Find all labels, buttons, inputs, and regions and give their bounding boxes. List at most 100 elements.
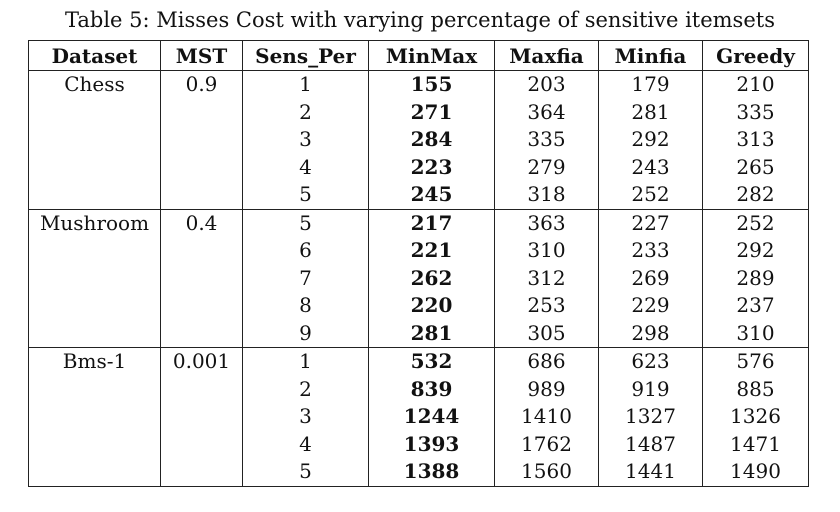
minfia-cell: 292 xyxy=(598,126,703,154)
table-row: 9 281 305 298 310 xyxy=(28,319,809,348)
sens-per-cell: 5 xyxy=(242,208,369,237)
minfia-cell: 229 xyxy=(598,292,703,320)
maxfia-cell: 310 xyxy=(494,237,599,265)
sens-per-cell: 5 xyxy=(242,181,369,209)
maxfia-cell: 1762 xyxy=(494,430,599,458)
misses-cost-table: Dataset MST Sens_Per MinMax Maxfia Minfi… xyxy=(28,40,809,487)
minfia-cell: 281 xyxy=(598,98,703,126)
minmax-cell: 221 xyxy=(368,237,495,265)
greedy-cell: 237 xyxy=(702,292,809,320)
minmax-cell: 839 xyxy=(368,375,495,403)
dataset-cell xyxy=(28,181,161,209)
minfia-cell: 233 xyxy=(598,237,703,265)
maxfia-cell: 279 xyxy=(494,153,599,181)
sens-per-cell: 8 xyxy=(242,292,369,320)
minfia-cell: 252 xyxy=(598,181,703,209)
dataset-cell xyxy=(28,375,161,403)
greedy-cell: 310 xyxy=(702,319,809,348)
minmax-cell: 532 xyxy=(368,347,495,376)
greedy-cell: 289 xyxy=(702,264,809,292)
sens-per-cell: 3 xyxy=(242,403,369,431)
minfia-cell: 623 xyxy=(598,347,703,376)
dataset-cell: Chess xyxy=(28,70,161,99)
minmax-cell: 223 xyxy=(368,153,495,181)
sens-per-cell: 9 xyxy=(242,319,369,348)
greedy-cell: 313 xyxy=(702,126,809,154)
greedy-cell: 292 xyxy=(702,237,809,265)
dataset-cell xyxy=(28,430,161,458)
mst-cell xyxy=(160,153,243,181)
minmax-cell: 1393 xyxy=(368,430,495,458)
table-row: Mushroom 0.4 5 217 363 227 252 xyxy=(28,208,809,237)
maxfia-cell: 312 xyxy=(494,264,599,292)
table-row: 6 221 310 233 292 xyxy=(28,237,809,265)
dataset-cell: Bms-1 xyxy=(28,347,161,376)
mst-cell: 0.001 xyxy=(160,347,243,376)
dataset-cell xyxy=(28,319,161,348)
table-row: 2 839 989 919 885 xyxy=(28,375,809,403)
maxfia-cell: 318 xyxy=(494,181,599,209)
table-row: 3 284 335 292 313 xyxy=(28,126,809,154)
minmax-cell: 155 xyxy=(368,70,495,99)
minfia-cell: 1487 xyxy=(598,430,703,458)
mst-cell xyxy=(160,264,243,292)
minfia-cell: 243 xyxy=(598,153,703,181)
mst-cell xyxy=(160,181,243,209)
sens-per-cell: 6 xyxy=(242,237,369,265)
maxfia-cell: 1410 xyxy=(494,403,599,431)
dataset-cell xyxy=(28,264,161,292)
minmax-cell: 262 xyxy=(368,264,495,292)
table-row: 3 1244 1410 1327 1326 xyxy=(28,403,809,431)
minfia-cell: 298 xyxy=(598,319,703,348)
table-row: Chess 0.9 1 155 203 179 210 xyxy=(28,70,809,99)
table-row: 5 245 318 252 282 xyxy=(28,181,809,209)
mst-cell xyxy=(160,98,243,126)
greedy-cell: 576 xyxy=(702,347,809,376)
dataset-cell xyxy=(28,237,161,265)
dataset-cell xyxy=(28,126,161,154)
greedy-cell: 1471 xyxy=(702,430,809,458)
sens-per-cell: 7 xyxy=(242,264,369,292)
mst-cell xyxy=(160,126,243,154)
sens-per-cell: 4 xyxy=(242,153,369,181)
minmax-cell: 271 xyxy=(368,98,495,126)
greedy-cell: 1326 xyxy=(702,403,809,431)
greedy-cell: 210 xyxy=(702,70,809,99)
maxfia-cell: 364 xyxy=(494,98,599,126)
table-row: 5 1388 1560 1441 1490 xyxy=(28,458,809,487)
greedy-cell: 252 xyxy=(702,208,809,237)
table-row: 4 223 279 243 265 xyxy=(28,153,809,181)
sens-per-cell: 5 xyxy=(242,458,369,487)
maxfia-cell: 1560 xyxy=(494,458,599,487)
header-minfia: Minfia xyxy=(598,40,703,71)
minfia-cell: 227 xyxy=(598,208,703,237)
maxfia-cell: 989 xyxy=(494,375,599,403)
minmax-cell: 1244 xyxy=(368,403,495,431)
header-minmax: MinMax xyxy=(368,40,495,71)
minfia-cell: 1327 xyxy=(598,403,703,431)
sens-per-cell: 3 xyxy=(242,126,369,154)
header-row: Dataset MST Sens_Per MinMax Maxfia Minfi… xyxy=(28,40,809,71)
mst-cell xyxy=(160,375,243,403)
header-sens-per: Sens_Per xyxy=(242,40,369,71)
mst-cell: 0.4 xyxy=(160,208,243,237)
minmax-cell: 281 xyxy=(368,319,495,348)
table-row: 2 271 364 281 335 xyxy=(28,98,809,126)
header-mst: MST xyxy=(160,40,243,71)
mst-cell xyxy=(160,430,243,458)
minfia-cell: 269 xyxy=(598,264,703,292)
sens-per-cell: 4 xyxy=(242,430,369,458)
greedy-cell: 282 xyxy=(702,181,809,209)
minmax-cell: 284 xyxy=(368,126,495,154)
mst-cell xyxy=(160,319,243,348)
mst-cell: 0.9 xyxy=(160,70,243,99)
minmax-cell: 1388 xyxy=(368,458,495,487)
maxfia-cell: 305 xyxy=(494,319,599,348)
minfia-cell: 919 xyxy=(598,375,703,403)
maxfia-cell: 335 xyxy=(494,126,599,154)
mst-cell xyxy=(160,237,243,265)
dataset-cell xyxy=(28,292,161,320)
sens-per-cell: 1 xyxy=(242,70,369,99)
mst-cell xyxy=(160,403,243,431)
table-row: 7 262 312 269 289 xyxy=(28,264,809,292)
